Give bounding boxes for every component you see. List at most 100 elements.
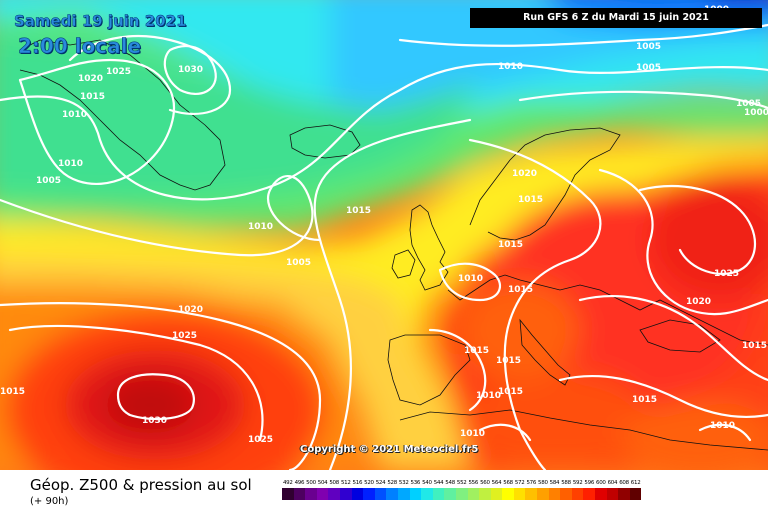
legend-color-bar [282, 488, 642, 500]
legend-swatch [548, 488, 561, 500]
forecast-date: Samedi 19 juin 2021 [14, 12, 187, 31]
legend-tick-label: 584 [549, 480, 560, 486]
isobar-label: 1000 [744, 108, 768, 118]
footer-panel: Géop. Z500 & pression au sol (+ 90h) 492… [0, 470, 768, 512]
weather-map: 1000 1005 1005 1000 1005 1010 1025 1030 … [0, 0, 768, 470]
isobar-label: 1015 [346, 206, 371, 216]
legend-swatch [282, 488, 294, 500]
legend-tick-label: 552 [456, 480, 467, 486]
isobar-label: 1010 [710, 421, 735, 431]
legend-tick-label: 544 [433, 480, 444, 486]
isobar-label: 1015 [464, 346, 489, 356]
isobar-labels: 1000 1005 1005 1000 1005 1010 1025 1030 … [0, 5, 768, 445]
legend-tick-label: 516 [352, 480, 363, 486]
model-run-info: Run GFS 6 Z du Mardi 15 juin 2021 [470, 8, 762, 28]
legend-tick-label: 588 [561, 480, 571, 486]
legend-swatch [537, 488, 549, 500]
legend-swatch [513, 488, 526, 500]
legend-swatch [421, 488, 433, 500]
isobar-label: 1025 [248, 435, 273, 445]
field-title: Géop. Z500 & pression au sol [30, 476, 252, 494]
legend-tick-label: 576 [526, 480, 537, 486]
legend-tick-label: 548 [445, 480, 455, 486]
isobar-label: 1010 [248, 222, 273, 232]
legend-swatch [432, 488, 445, 500]
isobar-label: 1010 [62, 110, 87, 120]
legend-swatch [595, 488, 607, 500]
legend-swatch [455, 488, 468, 500]
iberia-coast [387, 334, 471, 406]
legend-tick-label: 600 [596, 480, 606, 486]
isobar-label: 1025 [714, 269, 739, 279]
isobar-label: 1010 [460, 429, 485, 439]
isobar-label: 1015 [0, 387, 25, 397]
legend-tick-label: 604 [607, 480, 618, 486]
isobar-label: 1010 [458, 274, 483, 284]
isobar-label: 1005 [736, 99, 761, 109]
legend-tick-label: 528 [387, 480, 397, 486]
isobar-label: 1015 [508, 285, 533, 295]
isobar-label: 1020 [512, 169, 537, 179]
legend-swatch [316, 488, 329, 500]
italy-coast [519, 318, 571, 386]
legend-tick-label: 500 [306, 480, 316, 486]
legend-swatch [305, 488, 317, 500]
legend-swatch [351, 488, 364, 500]
isobars [0, 23, 768, 470]
isobar-label: 1020 [178, 305, 203, 315]
copyright-notice: Copyright © 2021 Meteociel.fr5 [300, 444, 479, 455]
isobar-label: 1015 [496, 356, 521, 366]
legend-tick-label: 580 [538, 480, 548, 486]
legend-tick-label: 532 [398, 480, 409, 486]
geopotential-field [0, 0, 768, 470]
legend-tick-label: 564 [491, 480, 502, 486]
isobar-label: 1025 [106, 67, 131, 77]
isobar-label: 1015 [742, 341, 767, 351]
legend-swatch [386, 488, 398, 500]
isobar-label: 1005 [636, 63, 661, 73]
legend-tick-label: 540 [422, 480, 432, 486]
legend-tick-label: 504 [317, 480, 328, 486]
europe-coast [447, 274, 768, 346]
legend-swatch [618, 488, 630, 500]
legend-swatch [328, 488, 340, 500]
isobar-label: 1015 [518, 195, 543, 205]
legend-tick-label: 592 [572, 480, 583, 486]
legend-tick-label: 524 [375, 480, 386, 486]
north-africa-coast [399, 409, 768, 451]
legend-tick-label: 608 [619, 480, 629, 486]
isobar-label: 1025 [172, 331, 197, 341]
legend-swatch [571, 488, 584, 500]
legend-swatch [502, 488, 514, 500]
legend-swatch [467, 488, 480, 500]
legend-swatch [606, 488, 619, 500]
isobar-label: 1015 [498, 240, 523, 250]
forecast-time: 2:00 locale [18, 34, 142, 59]
ireland-coast [391, 249, 416, 279]
legend-swatch [444, 488, 456, 500]
legend-tick-label: 492 [282, 480, 293, 486]
legend-tick-label: 508 [329, 480, 339, 486]
isobar-label: 1005 [636, 42, 661, 52]
greenland-coast [19, 39, 226, 191]
legend-swatch [560, 488, 572, 500]
legend-swatch [525, 488, 538, 500]
legend-swatch [479, 488, 491, 500]
isobar-label: 1005 [286, 258, 311, 268]
isobar-label: 1020 [78, 74, 103, 84]
legend-swatch [293, 488, 306, 500]
legend-tick-label: 512 [340, 480, 351, 486]
legend-swatch [339, 488, 352, 500]
isobar-label: 1005 [36, 176, 61, 186]
scandinavia-coast [469, 127, 621, 241]
legend-swatch [397, 488, 410, 500]
legend-tick-label: 572 [514, 480, 525, 486]
legend-swatch [490, 488, 503, 500]
isobar-label: 1010 [476, 391, 501, 401]
legend-swatch [629, 488, 642, 500]
legend-tick-label: 612 [630, 480, 641, 486]
black-sea-coast [639, 319, 721, 353]
isobar-label: 1020 [686, 297, 711, 307]
legend-tick-label: 536 [410, 480, 421, 486]
isobar-label: 1030 [142, 416, 167, 426]
